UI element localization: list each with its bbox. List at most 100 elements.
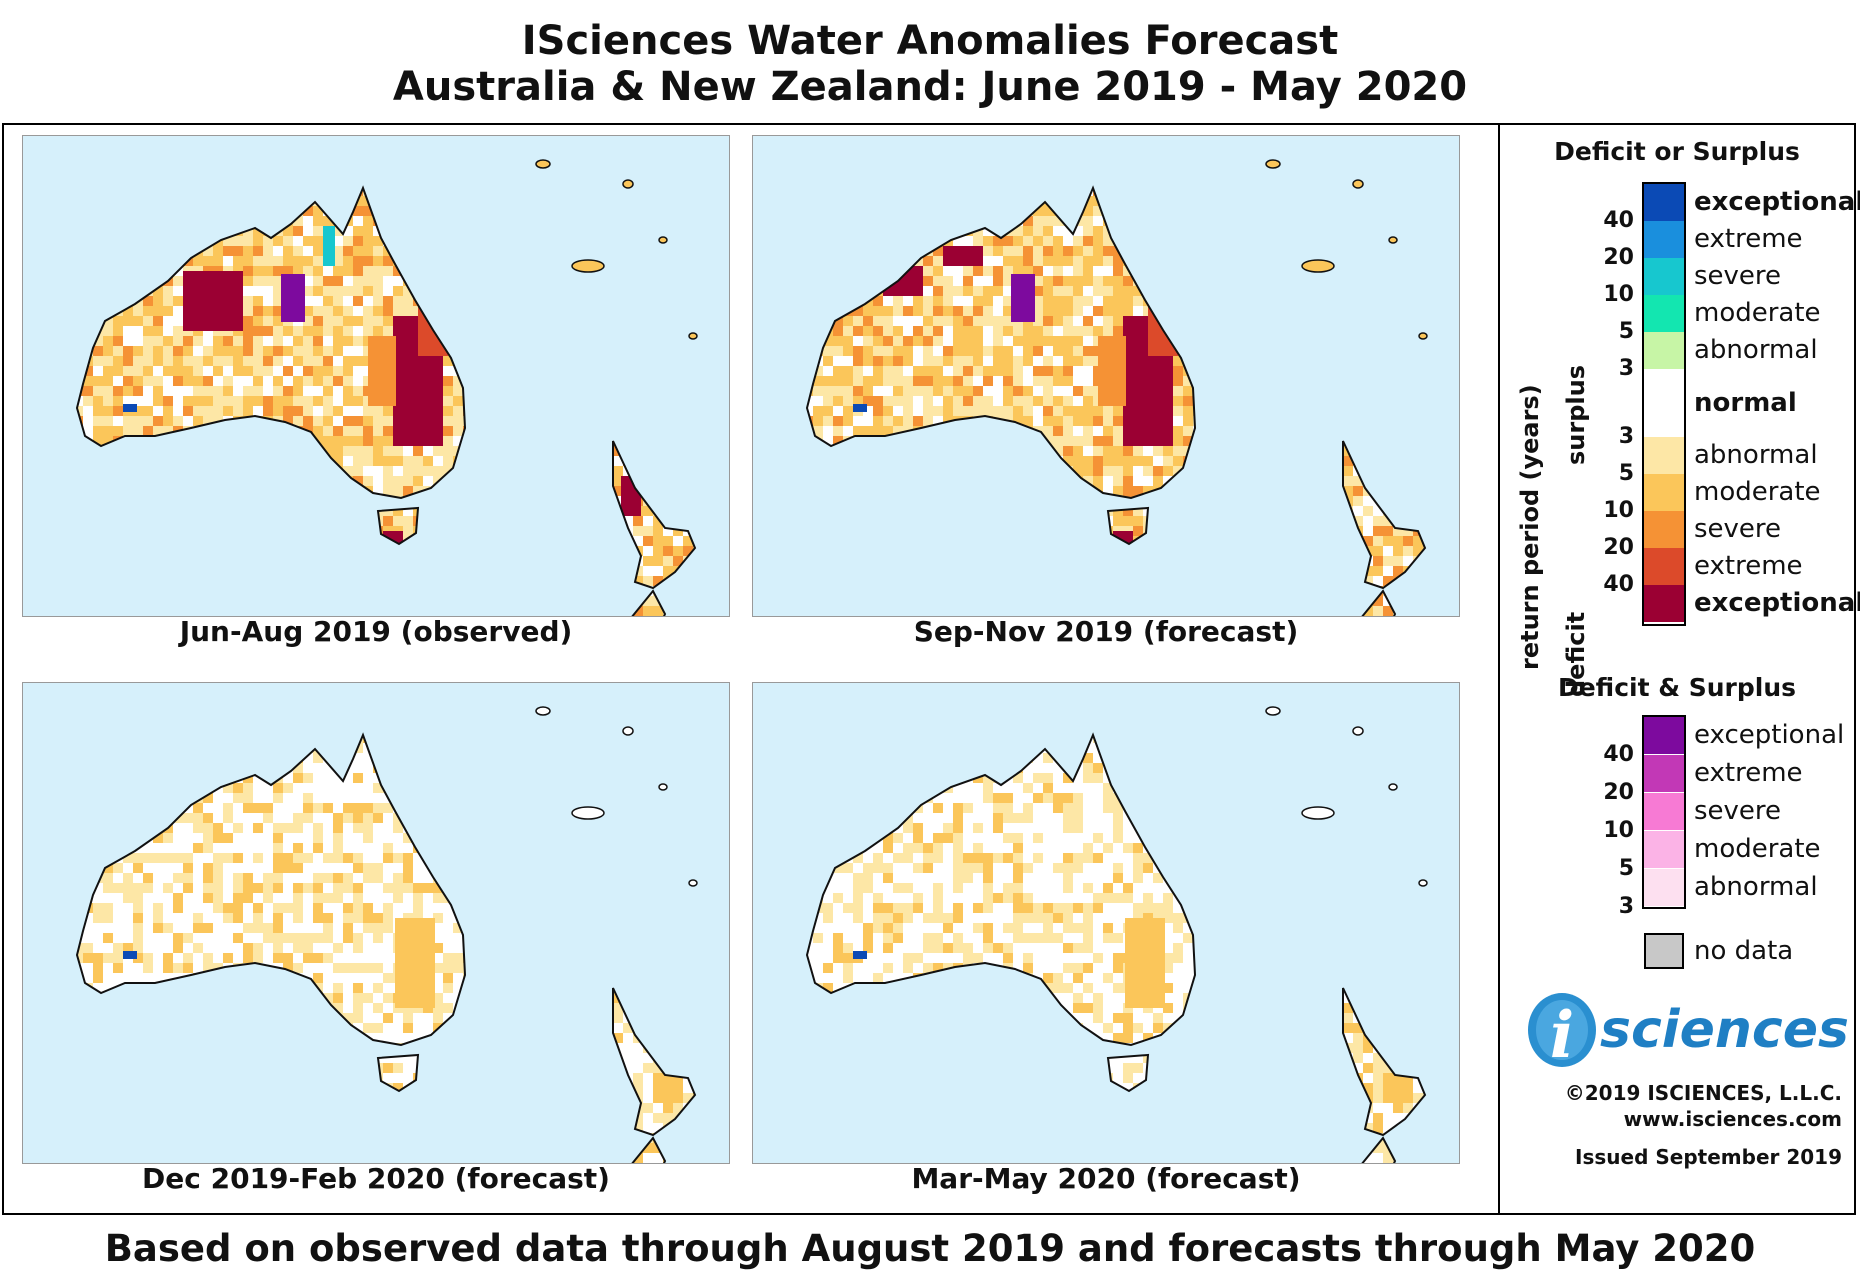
anomaly-cell	[1003, 326, 1013, 336]
anomaly-cell	[673, 556, 683, 566]
anomaly-cell	[373, 436, 383, 446]
anomaly-cell	[343, 366, 353, 376]
anomaly-cell	[173, 376, 183, 386]
anomaly-cell	[1033, 396, 1043, 406]
anomaly-cell	[1083, 216, 1093, 226]
anomaly-cell	[183, 366, 193, 376]
tasmania-outline	[376, 506, 420, 546]
anomaly-cell	[933, 326, 943, 336]
anomaly-cell	[1033, 296, 1043, 306]
anomaly-cell	[953, 276, 963, 286]
anomaly-cell	[1083, 236, 1093, 246]
anomaly-cell	[353, 406, 363, 416]
anomaly-cell	[323, 396, 333, 406]
anomaly-cell	[833, 376, 843, 386]
anomaly-cell	[133, 416, 143, 426]
anomaly-cell	[1023, 386, 1033, 396]
anomaly-cell	[923, 366, 933, 376]
anomaly-cell	[1093, 286, 1103, 296]
anomaly-cell	[273, 276, 283, 286]
anomaly-cell	[613, 456, 623, 466]
anomaly-cell	[653, 536, 663, 546]
anomaly-cell	[193, 396, 203, 406]
anomaly-cell	[953, 286, 963, 296]
anomaly-cell	[943, 286, 953, 296]
anomaly-cell	[83, 366, 93, 376]
anomaly-cell	[1113, 316, 1123, 326]
anomaly-cell	[303, 336, 313, 346]
anomaly-cell	[1023, 326, 1033, 336]
anomaly-cell	[853, 376, 863, 386]
anomaly-cell	[133, 346, 143, 356]
anomaly-cell	[863, 326, 873, 336]
anomaly-cell	[323, 446, 333, 456]
anomaly-cell	[1083, 316, 1093, 326]
anomaly-cell	[303, 406, 313, 416]
anomaly-cell	[333, 406, 343, 416]
anomaly-cell	[1073, 336, 1083, 346]
anomaly-cell	[133, 366, 143, 376]
anomaly-cell	[653, 546, 663, 556]
anomaly-cell	[343, 396, 353, 406]
anomaly-cell	[807, 406, 813, 416]
anomaly-cell	[153, 356, 163, 366]
anomaly-cell	[943, 316, 953, 326]
anomaly-cell	[933, 396, 943, 406]
anomaly-cell	[443, 376, 453, 386]
anomaly-cell	[223, 236, 233, 246]
anomaly-cell	[963, 346, 973, 356]
anomaly-cell	[443, 466, 453, 476]
anomaly-cell	[1013, 356, 1023, 366]
anomaly-cell	[853, 356, 863, 366]
anomaly-cell	[1053, 316, 1063, 326]
anomaly-cell	[333, 256, 343, 266]
anomaly-cell	[823, 366, 833, 376]
anomaly-cell	[973, 326, 983, 336]
anomaly-cell	[963, 296, 973, 306]
anomaly-cell	[983, 316, 993, 326]
anomaly-cell	[183, 396, 193, 406]
anomaly-cell	[1053, 246, 1063, 256]
anomaly-cell	[1173, 376, 1183, 386]
anomaly-cell	[283, 396, 293, 406]
anomaly-cell	[943, 366, 953, 376]
anomaly-cell	[303, 206, 313, 216]
anomaly-cell	[223, 406, 233, 416]
anomaly-cell	[943, 346, 953, 356]
anomaly-cell	[1043, 206, 1053, 216]
anomaly-cell	[1183, 396, 1193, 406]
anomaly-cell	[1003, 266, 1013, 276]
anomaly-cell	[903, 346, 913, 356]
anomaly-cell	[273, 346, 283, 356]
anomaly-cell	[303, 326, 313, 336]
anomaly-cell	[83, 406, 93, 416]
anomaly-cell	[933, 366, 943, 376]
anomaly-cell	[963, 366, 973, 376]
anomaly-cell	[253, 386, 263, 396]
anomaly-cell	[823, 396, 833, 406]
anomaly-cell	[443, 436, 453, 446]
anomaly-cell	[303, 376, 313, 386]
anomaly-cell	[333, 456, 343, 466]
anomaly-cell	[123, 376, 133, 386]
anomaly-cell	[893, 316, 903, 326]
anomaly-cell	[343, 306, 353, 316]
anomaly-cell	[1103, 246, 1113, 256]
anomaly-cell	[1043, 386, 1053, 396]
anomaly-cell	[403, 456, 413, 466]
anomaly-cell	[1033, 306, 1043, 316]
anomaly-cell	[1043, 256, 1053, 266]
anomaly-cell	[1033, 346, 1043, 356]
anomaly-cell	[393, 446, 403, 456]
anomaly-cell	[263, 406, 273, 416]
anomaly-cell	[1113, 296, 1123, 306]
anomaly-cell	[243, 376, 253, 386]
anomaly-cell	[1073, 266, 1083, 276]
anomaly-cell	[873, 336, 883, 346]
anomaly-cell	[823, 346, 833, 356]
anomaly-cell	[343, 456, 353, 466]
anomaly-cell	[393, 486, 403, 496]
anomaly-cell	[1023, 396, 1033, 406]
anomaly-cell	[283, 256, 293, 266]
anomaly-cell	[983, 386, 993, 396]
